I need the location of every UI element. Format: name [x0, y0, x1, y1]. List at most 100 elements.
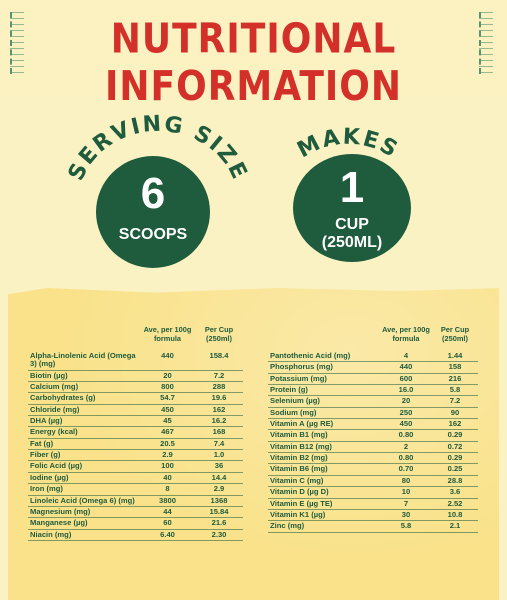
per-cup-value: 216 [432, 373, 478, 386]
per-cup-value: 16.2 [195, 415, 243, 428]
table-row: Vitamin E (µg TE) 7 2.52 [268, 498, 478, 510]
per-cup-value: 162 [195, 404, 243, 417]
per-cup-value: 7.2 [195, 370, 243, 383]
per-100g-value: 0.80 [380, 429, 432, 442]
nutrient-name: Calcium (mg) [28, 381, 140, 394]
table-row: Vitamin B2 (mg) 0.80 0.29 [268, 452, 478, 465]
per-cup-value: 15.84 [195, 506, 243, 519]
table-row: Iron (mg) 8 2.9 [28, 483, 243, 496]
table-row: Vitamin B12 (mg) 2 0.72 [268, 441, 478, 454]
per-100g-value: 0.80 [380, 452, 432, 465]
nutrient-name: Manganese (µg) [28, 517, 140, 530]
table-row: Folic Acid (µg) 100 36 [28, 460, 243, 473]
table-row: DHA (µg) 45 16.2 [28, 415, 243, 428]
page-title: NUTRITIONAL INFORMATION [104, 15, 402, 111]
per-100g-value: 440 [380, 361, 432, 374]
per-100g-value: 2.9 [140, 449, 195, 462]
per-cup-value: 5.8 [432, 384, 478, 397]
table-row: Vitamin B1 (mg) 0.80 0.29 [268, 429, 478, 442]
nutrient-name: Biotin (µg) [28, 370, 140, 383]
nutrient-name: Iodine (µg) [28, 472, 140, 485]
per-100g-value: 800 [140, 381, 195, 394]
column-header-percup: Per Cup (250ml) [440, 325, 470, 343]
nutrient-name: Folic Acid (µg) [28, 460, 140, 473]
header-band [0, 0, 507, 95]
per-100g-value: 10 [380, 486, 432, 499]
table-row: Protein (g) 16.0 5.8 [268, 384, 478, 397]
per-100g-value: 40 [140, 472, 195, 485]
per-cup-value: 10.8 [432, 509, 478, 522]
table-row: Pantothenic Acid (mg) 4 1.44 [268, 351, 478, 363]
nutrient-name: Alpha-Linolenic Acid (Omega 3) (mg) [28, 351, 140, 371]
per-cup-value: 0.29 [432, 452, 478, 465]
nutrient-name: Vitamin E (µg TE) [268, 498, 380, 510]
nutrient-name: Chloride (mg) [28, 404, 140, 417]
table-row: Zinc (mg) 5.8 2.1 [268, 520, 478, 533]
serving-unit: SCOOPS [118, 226, 188, 243]
nutrient-name: Linoleic Acid (Omega 6) (mg) [28, 495, 140, 507]
nutrient-name: Magnesium (mg) [28, 506, 140, 519]
per-100g-value: 100 [140, 460, 195, 473]
nutrient-name: Vitamin B2 (mg) [268, 452, 380, 465]
per-cup-value: 2.1 [432, 520, 478, 533]
table-row: Vitamin C (mg) 80 28.8 [268, 475, 478, 488]
per-100g-value: 54.7 [140, 392, 195, 405]
nutrient-name: Selenium (µg) [268, 395, 380, 408]
nutrient-name: Protein (g) [268, 384, 380, 397]
per-100g-value: 440 [140, 351, 195, 371]
per-cup-value: 158.4 [195, 351, 243, 371]
table-row: Sodium (mg) 250 90 [268, 407, 478, 420]
column-header-item [28, 326, 140, 351]
nutrient-name: Pantothenic Acid (mg) [268, 351, 380, 363]
table-row: Potassium (mg) 600 216 [268, 373, 478, 386]
nutrient-name: Energy (kcal) [28, 426, 140, 439]
nutrient-name: Sodium (mg) [268, 407, 380, 420]
per-100g-value: 250 [380, 407, 432, 420]
per-cup-value: 288 [195, 381, 243, 394]
per-100g-value: 450 [380, 418, 432, 431]
decorative-border-left [10, 12, 28, 74]
per-cup-value: 1.44 [432, 351, 478, 363]
nutrient-name: Iron (mg) [28, 483, 140, 496]
per-100g-value: 467 [140, 426, 195, 439]
makes-number: 1 [339, 163, 365, 212]
nutrient-name: Vitamin B12 (mg) [268, 441, 380, 454]
per-100g-value: 3800 [140, 495, 195, 507]
makes-badge: 1 CUP (250ML) [293, 154, 411, 262]
nutrient-name: Carbohydrates (g) [28, 392, 140, 405]
per-100g-value: 2 [380, 441, 432, 454]
column-header-item [268, 326, 380, 351]
per-cup-value: 0.72 [432, 441, 478, 454]
nutrient-name: Fat (g) [28, 438, 140, 451]
table-row: Linoleic Acid (Omega 6) (mg) 3800 1368 [28, 495, 243, 507]
per-100g-value: 7 [380, 498, 432, 510]
table-row: Chloride (mg) 450 162 [28, 404, 243, 417]
nutrient-name: Vitamin D (µg D) [268, 486, 380, 499]
per-100g-value: 16.0 [380, 384, 432, 397]
per-cup-value: 162 [432, 418, 478, 431]
per-100g-value: 4 [380, 351, 432, 363]
per-cup-value: 28.8 [432, 475, 478, 488]
table-row: Biotin (µg) 20 7.2 [28, 370, 243, 383]
nutrient-name: Niacin (mg) [28, 529, 140, 541]
per-100g-value: 45 [140, 415, 195, 428]
table-row: Manganese (µg) 60 21.6 [28, 517, 243, 530]
per-100g-value: 20 [380, 395, 432, 408]
serving-number: 6 [140, 169, 166, 218]
column-header-percup: Per Cup (250ml) [204, 325, 234, 343]
per-cup-value: 90 [432, 407, 478, 420]
table-row: Iodine (µg) 40 14.4 [28, 472, 243, 485]
per-cup-value: 158 [432, 361, 478, 374]
makes-unit-line1: CUP [335, 216, 369, 233]
column-header-per100g: Ave, per 100g formula [143, 325, 192, 343]
per-100g-value: 5.8 [380, 520, 432, 533]
table-row: Fiber (g) 2.9 1.0 [28, 449, 243, 462]
nutrition-table-left: Ave, per 100g formula Per Cup (250ml) Al… [28, 325, 243, 541]
per-cup-value: 1.0 [195, 449, 243, 462]
per-100g-value: 600 [380, 373, 432, 386]
table-row: Vitamin A (µg RE) 450 162 [268, 418, 478, 431]
makes-unit-line2: (250ML) [321, 234, 383, 252]
table-row: Phosphorus (mg) 440 158 [268, 361, 478, 374]
per-cup-value: 14.4 [195, 472, 243, 485]
per-cup-value: 7.4 [195, 438, 243, 451]
